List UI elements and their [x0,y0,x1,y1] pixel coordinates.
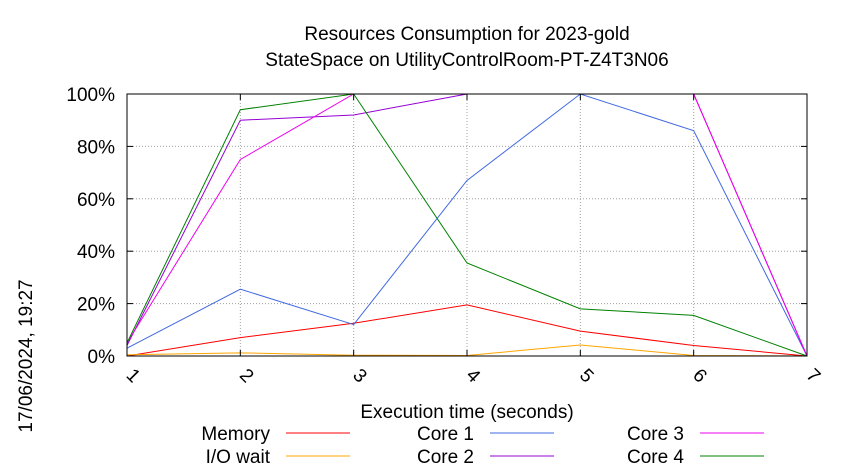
series-line-core-1 [126,93,808,357]
y-axis-ticks: 0% 20% 40% 60% 80% 100% [66,85,807,368]
x-tick-label: 3 [348,365,370,387]
y-tick-label: 80% [77,137,115,158]
y-tick-label: 20% [77,295,115,316]
y-tick-label: 0% [88,347,116,368]
x-tick-label: 1 [122,365,144,387]
legend-item: Core 2 [417,447,554,468]
x-axis-label: Execution time (seconds) [360,402,573,423]
legend-item: Core 1 [417,424,554,445]
timestamp-label: 17/06/2024, 19:27 [16,279,37,432]
series-line-core-4 [126,93,808,357]
legend-label: Core 1 [417,424,474,445]
legend-label: Memory [201,424,270,445]
x-tick-label: 6 [688,365,710,387]
y-tick-label: 40% [77,242,115,263]
legend-item: Memory [201,424,350,445]
x-tick-label: 4 [462,365,485,388]
chart-title-line2: StateSpace on UtilityControlRoom-PT-Z4T3… [265,50,668,71]
x-tick-label: 7 [802,365,824,387]
legend-label: Core 2 [417,447,474,468]
x-tick-label: 5 [575,365,597,387]
y-tick-label: 60% [77,190,115,211]
y-tick-label: 100% [66,85,115,106]
grid [127,94,807,356]
legend-label: Core 4 [627,447,684,468]
x-tick-label: 2 [235,365,257,387]
chart-title-line1: Resources Consumption for 2023-gold [304,24,629,45]
legend-item: Core 3 [627,424,764,445]
series-line-memory [126,304,808,357]
legend-label: I/O wait [206,447,271,468]
legend-item: Core 4 [627,447,764,468]
legend-item: I/O wait [206,447,350,468]
legend-label: Core 3 [627,424,684,445]
